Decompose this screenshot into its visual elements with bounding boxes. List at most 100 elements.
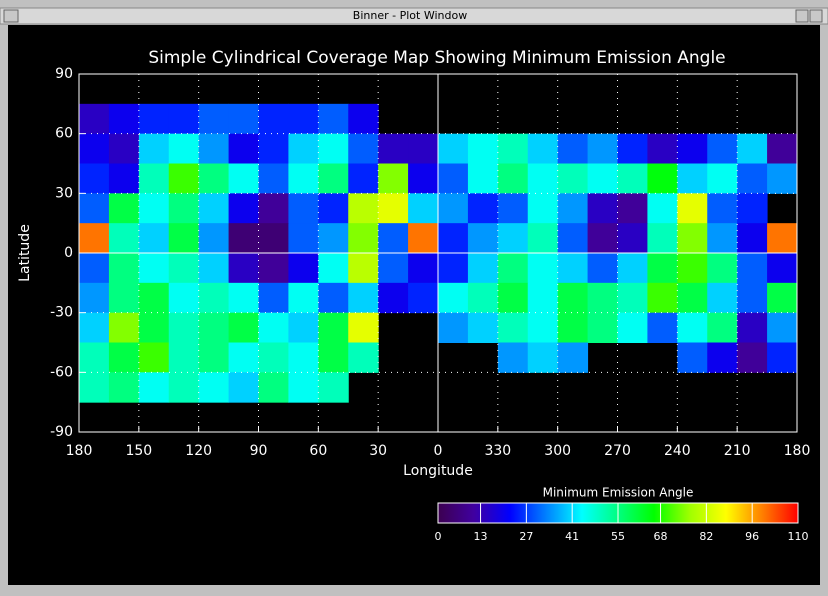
heatmap-cell <box>79 193 110 224</box>
heatmap-cell <box>79 163 110 194</box>
chart-title: Simple Cylindrical Coverage Map Showing … <box>148 48 725 68</box>
heatmap-cell <box>288 342 319 373</box>
heatmap-cell <box>318 223 349 254</box>
heatmap-cell <box>168 372 200 403</box>
minimize-button[interactable] <box>795 9 809 23</box>
heatmap-cell <box>108 342 140 373</box>
heatmap-cell <box>108 282 140 314</box>
heatmap-cell <box>467 193 499 224</box>
heatmap-cell <box>348 342 379 373</box>
heatmap-cell <box>138 342 170 373</box>
heatmap-cell <box>467 253 499 284</box>
heatmap-cell <box>258 163 289 194</box>
y-axis-label: Latitude <box>17 224 33 282</box>
heatmap-cell <box>467 133 499 164</box>
window-menu-button[interactable] <box>3 9 19 23</box>
heatmap-cell <box>228 193 259 224</box>
heatmap-cell <box>408 253 439 284</box>
heatmap-cell <box>228 253 259 284</box>
heatmap-cell <box>647 133 678 164</box>
heatmap-cell <box>587 312 618 343</box>
heatmap-cell <box>527 342 559 373</box>
heatmap-cell <box>527 133 559 164</box>
heatmap-cell <box>467 282 499 314</box>
heatmap-cell <box>79 282 110 314</box>
heatmap-cell <box>138 253 170 284</box>
heatmap-cell <box>767 223 798 254</box>
heatmap-cell <box>707 253 738 284</box>
x-tick-label: 0 <box>434 443 443 459</box>
y-tick-label: -60 <box>50 364 73 380</box>
heatmap-cell <box>527 253 559 284</box>
heatmap-cell <box>168 193 200 224</box>
heatmap-cell <box>497 253 529 284</box>
y-tick-label: -90 <box>50 424 73 440</box>
heatmap-cell <box>557 223 589 254</box>
maximize-button[interactable] <box>809 9 823 23</box>
heatmap-cell <box>258 103 289 135</box>
heatmap-cell <box>79 103 110 135</box>
heatmap-cell <box>707 163 738 194</box>
heatmap-cell <box>138 163 170 194</box>
heatmap-cell <box>288 312 319 343</box>
x-tick-label: 300 <box>544 443 571 459</box>
heatmap-cell <box>408 133 439 164</box>
heatmap-cell <box>288 282 319 314</box>
heatmap-cell <box>707 223 738 254</box>
x-tick-label: 210 <box>724 443 751 459</box>
colorbar-tick-label: 55 <box>611 530 625 543</box>
heatmap-cell <box>408 282 439 314</box>
heatmap-cell <box>557 282 589 314</box>
heatmap-cell <box>438 223 469 254</box>
heatmap-cell <box>168 163 200 194</box>
heatmap-cell <box>348 133 379 164</box>
heatmap-cell <box>258 282 289 314</box>
heatmap-cell <box>288 253 319 284</box>
heatmap-cell <box>497 193 529 224</box>
heatmap-cell <box>138 193 170 224</box>
heatmap-cell <box>617 312 648 343</box>
heatmap-cell <box>438 253 469 284</box>
heatmap-cell <box>677 163 708 194</box>
heatmap-cell <box>318 103 349 135</box>
heatmap-cell <box>108 163 140 194</box>
heatmap-cell <box>168 312 200 343</box>
heatmap-cell <box>737 312 768 343</box>
heatmap-cell <box>527 312 559 343</box>
heatmap-cell <box>288 133 319 164</box>
heatmap-cell <box>677 282 708 314</box>
heatmap-cell <box>737 282 768 314</box>
colorbar-tick-label: 110 <box>788 530 809 543</box>
heatmap-cell <box>737 342 768 373</box>
heatmap-cell <box>467 163 499 194</box>
heatmap-cell <box>258 253 289 284</box>
heatmap-cell <box>378 282 409 314</box>
title-bar <box>0 7 828 25</box>
heatmap-cell <box>647 253 678 284</box>
heatmap-cell <box>378 193 409 224</box>
heatmap-cell <box>707 282 738 314</box>
heatmap-cell <box>617 133 648 164</box>
heatmap-cell <box>79 312 110 343</box>
heatmap-cell <box>378 133 409 164</box>
x-tick-label: 180 <box>66 443 93 459</box>
heatmap-cell <box>438 163 469 194</box>
heatmap-cell <box>348 223 379 254</box>
heatmap-cell <box>138 372 170 403</box>
colorbar-tick-label: 96 <box>745 530 759 543</box>
heatmap-cell <box>108 253 140 284</box>
heatmap-cell <box>438 133 469 164</box>
heatmap-cell <box>288 103 319 135</box>
axes-frame <box>78 73 798 433</box>
heatmap-cell <box>677 193 708 224</box>
heatmap-cell <box>228 282 259 314</box>
heatmap-cell <box>707 193 738 224</box>
heatmap-cell <box>138 103 170 135</box>
heatmap-cell <box>138 282 170 314</box>
heatmap-cell <box>348 193 379 224</box>
heatmap-cell <box>737 223 768 254</box>
heatmap-cell <box>198 342 230 373</box>
heatmap-cell <box>527 163 559 194</box>
x-tick-label: 150 <box>125 443 152 459</box>
